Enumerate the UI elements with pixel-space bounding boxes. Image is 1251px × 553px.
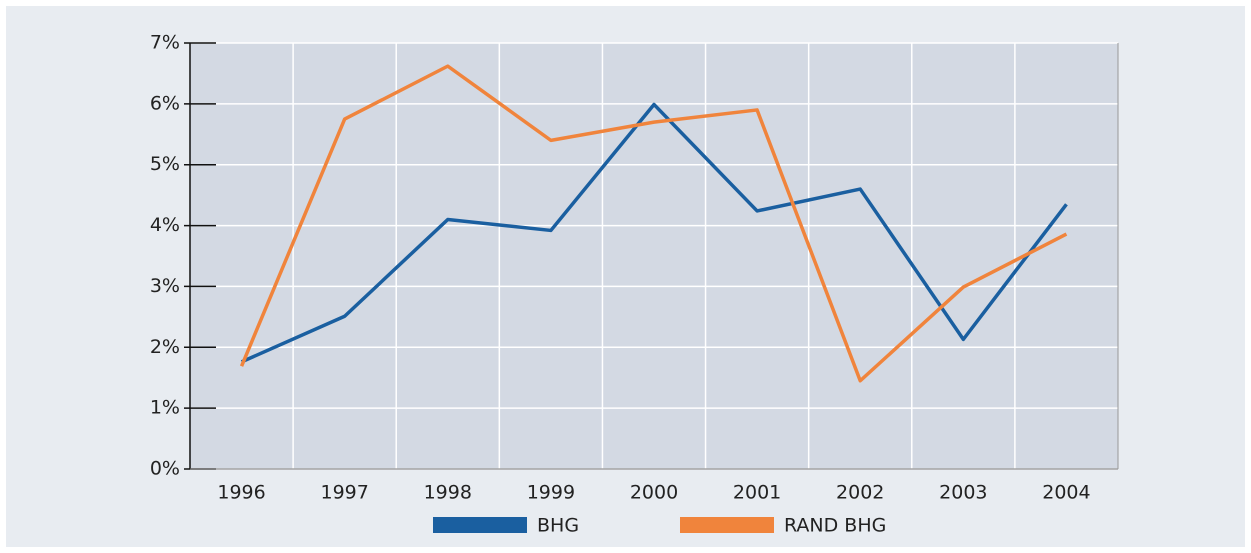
x-tick-label: 2003 <box>939 482 987 504</box>
x-tick-label: 2002 <box>836 482 884 504</box>
y-tick-label: 7% <box>150 32 180 54</box>
legend-swatch <box>433 517 527 533</box>
x-tick-label: 1996 <box>217 482 265 504</box>
y-tick-label: 6% <box>150 92 180 114</box>
y-tick-label: 1% <box>150 397 180 419</box>
y-tick-label: 0% <box>150 458 180 480</box>
y-tick-label: 4% <box>150 214 180 236</box>
legend-label: BHG <box>537 515 579 537</box>
x-tick-label: 1997 <box>320 482 368 504</box>
y-tick-label: 2% <box>150 336 180 358</box>
line-series <box>240 102 1068 364</box>
plot-area <box>190 43 1118 469</box>
x-tick-label: 2000 <box>630 482 678 504</box>
x-tick-label: 2004 <box>1042 482 1090 504</box>
x-tick-label: 1999 <box>527 482 575 504</box>
legend-label: RAND BHG <box>784 515 886 537</box>
y-tick-label: 5% <box>150 153 180 175</box>
line-series <box>239 64 1068 383</box>
x-tick-label: 2001 <box>733 482 781 504</box>
legend-swatch <box>680 517 774 533</box>
y-tick-label: 3% <box>150 275 180 297</box>
x-tick-label: 1998 <box>424 482 472 504</box>
